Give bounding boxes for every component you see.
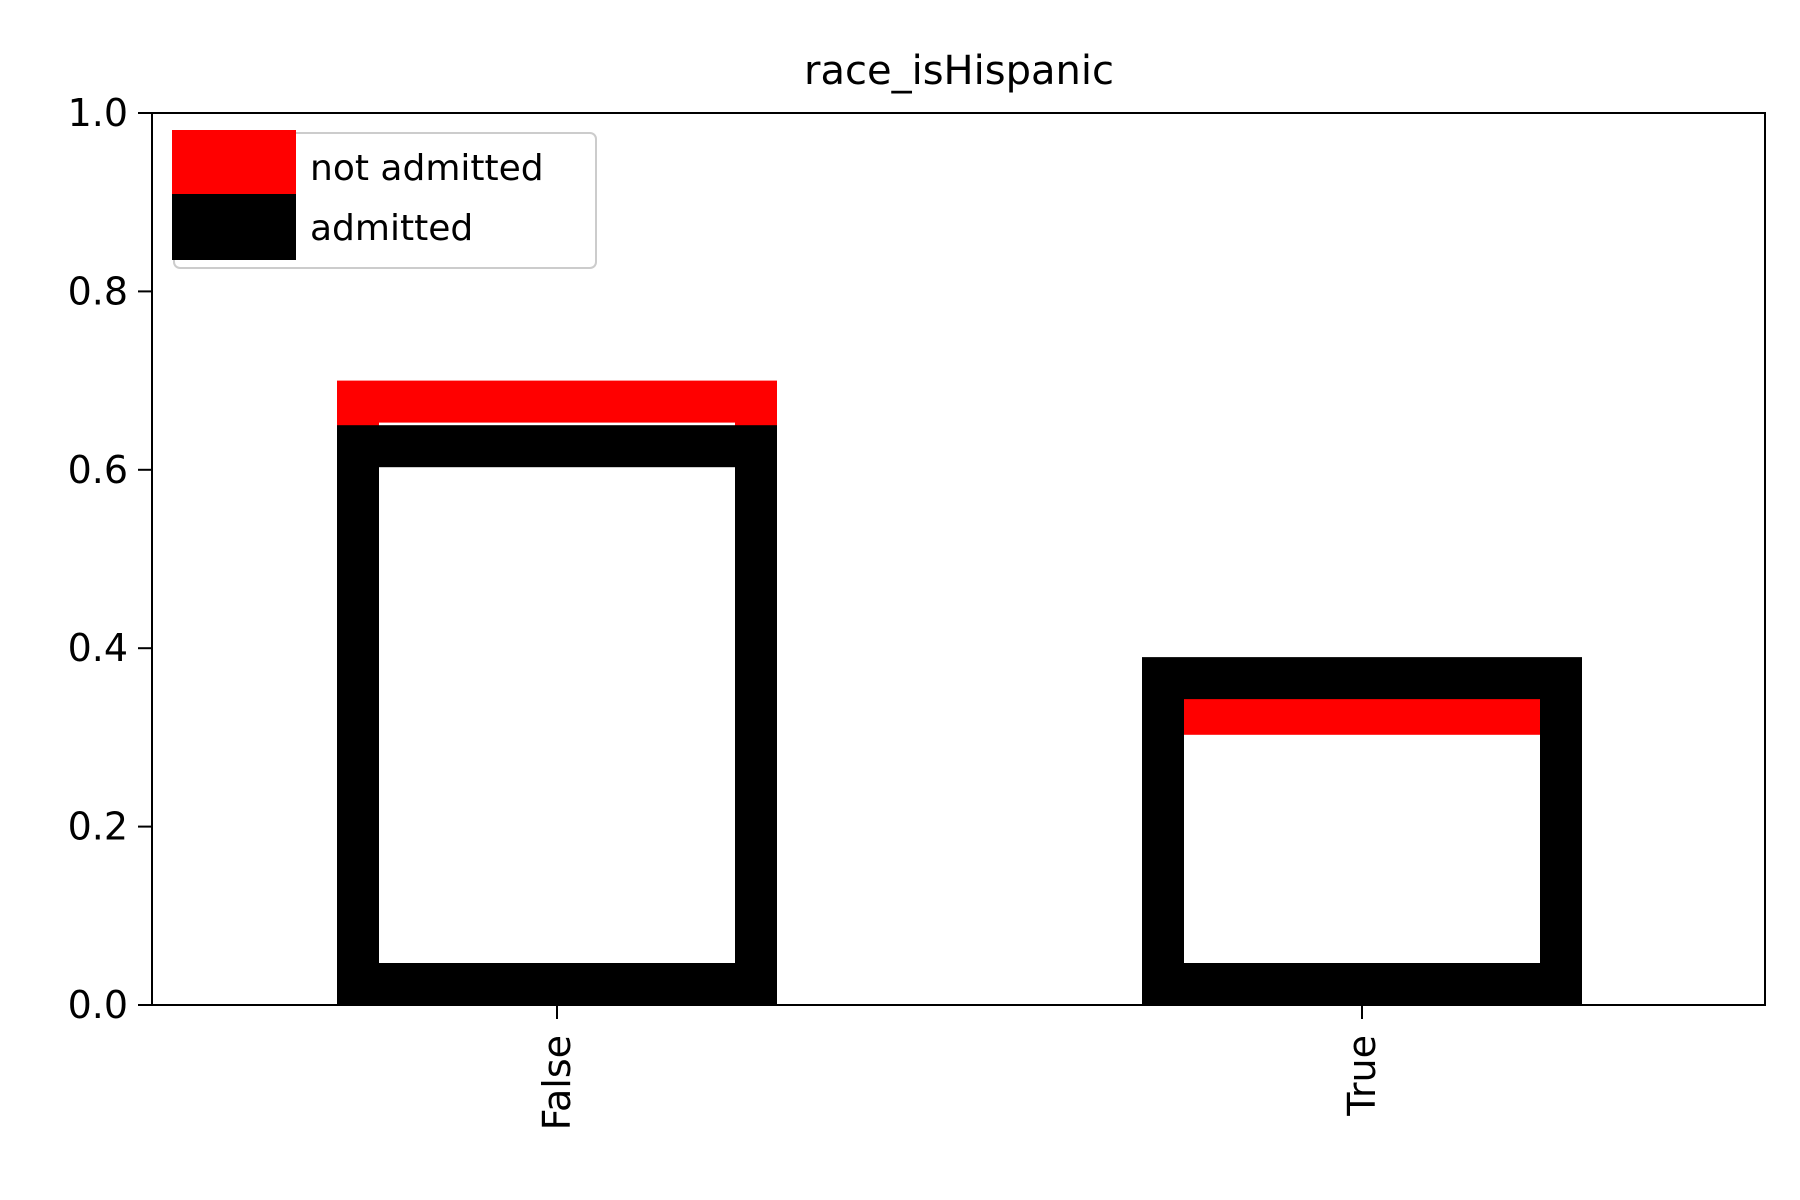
legend-swatch-not-admitted <box>172 130 296 200</box>
legend-label-not-admitted: not admitted <box>310 148 544 189</box>
plot-frame <box>151 112 1766 1006</box>
bars-layer <box>337 380 1582 1006</box>
y-tick-label: 0.8 <box>68 269 128 313</box>
legend-label-admitted: admitted <box>310 208 473 249</box>
bar-admitted-false <box>337 425 777 1005</box>
y-tick-label: 0.6 <box>68 448 128 492</box>
y-tick-label: 0.0 <box>68 983 128 1027</box>
x-tick-label-true: True <box>1340 1035 1384 1117</box>
bar-not-admitted-true <box>1142 692 1582 1005</box>
chart-title: race_isHispanic <box>804 48 1114 94</box>
bar-admitted-true <box>1142 657 1582 1005</box>
legend-swatch-admitted <box>172 194 296 260</box>
bar-not-admitted-false <box>337 380 777 1006</box>
x-axis: False True <box>535 1005 1384 1130</box>
y-axis: 0.0 0.2 0.4 0.6 0.8 1.0 <box>68 91 152 1027</box>
legend: not admitted admitted <box>172 130 597 269</box>
y-tick-label: 1.0 <box>68 91 128 135</box>
y-tick-label: 0.2 <box>68 805 128 849</box>
y-tick-label: 0.4 <box>68 626 128 670</box>
x-tick-label-false: False <box>535 1035 579 1130</box>
